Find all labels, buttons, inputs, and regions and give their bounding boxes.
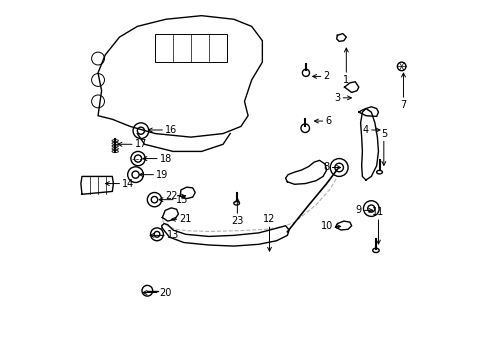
Text: 6: 6 (314, 116, 331, 126)
Text: 5: 5 (380, 129, 386, 165)
Text: 8: 8 (323, 162, 340, 172)
Text: 14: 14 (105, 179, 134, 189)
Text: 11: 11 (371, 207, 384, 244)
Text: 2: 2 (312, 71, 329, 81)
Text: 9: 9 (355, 205, 372, 215)
Text: 23: 23 (231, 198, 243, 226)
Text: 1: 1 (343, 48, 348, 85)
Text: 19: 19 (139, 170, 168, 180)
Text: 10: 10 (320, 221, 340, 231)
Text: 20: 20 (142, 288, 172, 297)
Text: 3: 3 (334, 93, 351, 103)
Text: 13: 13 (150, 230, 179, 240)
Text: 4: 4 (362, 125, 379, 135)
Text: 18: 18 (142, 154, 172, 163)
Text: 15: 15 (159, 195, 188, 204)
Text: 17: 17 (118, 139, 147, 149)
Text: 22: 22 (164, 191, 185, 201)
Text: 12: 12 (263, 214, 275, 251)
Text: 16: 16 (148, 125, 177, 135)
Text: 7: 7 (400, 73, 406, 110)
Text: 21: 21 (171, 214, 191, 224)
